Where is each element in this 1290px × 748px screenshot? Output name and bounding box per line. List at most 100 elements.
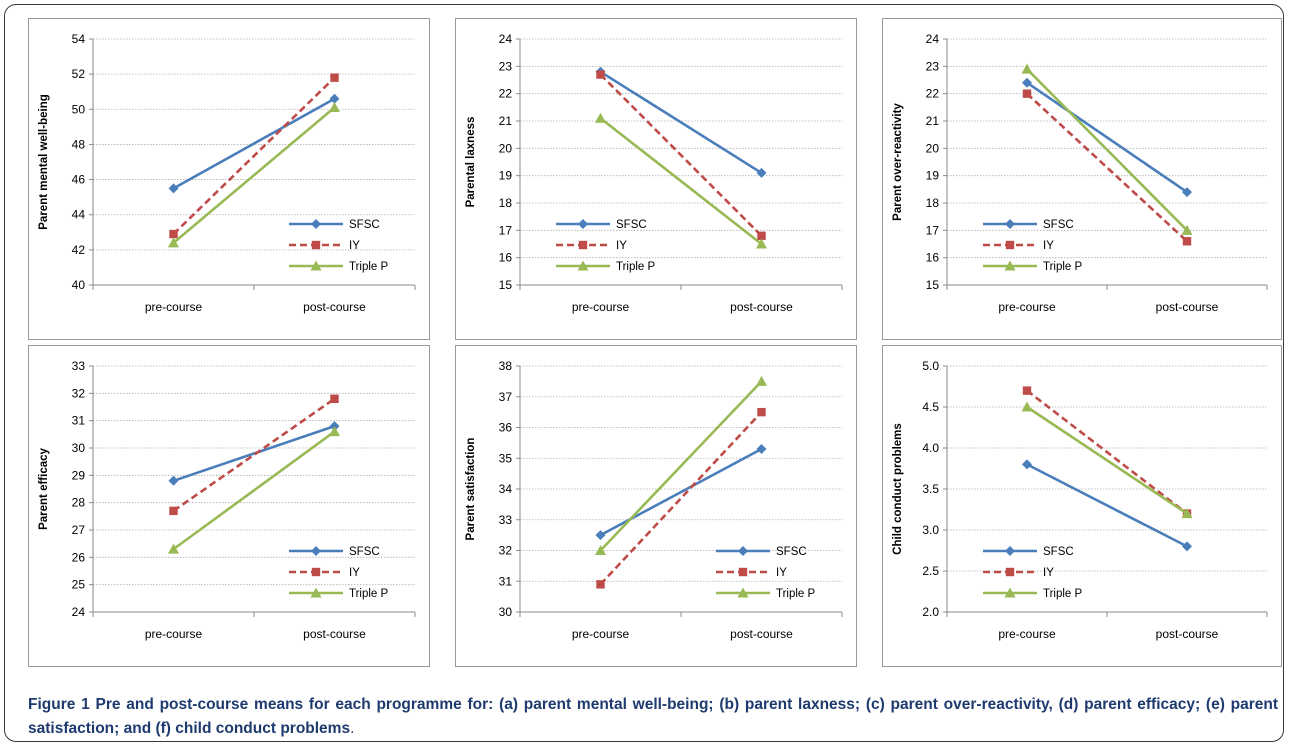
legend-marker-iy <box>578 240 588 250</box>
y-tick-label: 16 <box>926 251 940 265</box>
series-triple-p <box>595 375 767 555</box>
legend-label-triple-p: Triple P <box>616 261 656 273</box>
data-point-sfsc <box>756 167 767 178</box>
series-sfsc <box>168 421 340 486</box>
data-point-sfsc <box>595 530 606 541</box>
series-line-iy <box>599 411 763 586</box>
chart-svg-mental-wellbeing: 40 42 44 46 48 50 52 54 pre-course post-course Par… <box>38 32 416 314</box>
data-point-triple-p <box>756 375 767 386</box>
y-tick-label: 42 <box>72 243 86 257</box>
figure-frame <box>4 4 1284 742</box>
legend: SFSC IY Triple P <box>556 219 656 273</box>
caption-text: Pre and post-course means for each progr… <box>28 696 1278 737</box>
legend-marker-triple-p <box>577 260 589 271</box>
series-sfsc <box>1022 459 1192 552</box>
chart-panel-laxness: 15 16 17 18 19 20 21 22 23 24 pre-course post-cours… <box>455 18 857 340</box>
data-point-triple-p <box>1181 224 1193 235</box>
data-point-triple-p <box>756 238 767 249</box>
chart-svg-laxness: 15 16 17 18 19 20 21 22 23 24 pre-course post-cours… <box>465 32 843 314</box>
legend-label-triple-p: Triple P <box>776 588 816 600</box>
y-tick-label: 18 <box>499 196 513 210</box>
data-point-iy <box>757 407 766 417</box>
y-tick-label: 3.5 <box>922 482 939 496</box>
y-axis-label: Parent mental well-being <box>38 94 50 229</box>
y-tick-label: 23 <box>499 59 513 73</box>
x-tick-label-post-course: post-course <box>303 300 366 314</box>
data-point-iy <box>1182 237 1192 246</box>
chart-panel-satisfaction: 30 31 32 33 34 35 36 37 38 pre-course post-course P… <box>455 345 857 667</box>
chart-panel-conduct-problems: 2.0 2.5 3.0 3.5 4.0 4.5 5.0 pre-course post-cour… <box>882 345 1282 667</box>
legend-marker-triple-p <box>310 260 322 271</box>
chart-panel-efficacy: 24 25 26 27 28 29 30 31 32 33 pre-course post-cours… <box>28 345 430 667</box>
y-tick-label: 4.5 <box>922 400 939 414</box>
series-iy <box>1022 89 1192 246</box>
y-tick-label: 20 <box>499 141 513 155</box>
series-line-triple-p <box>599 117 763 246</box>
series-sfsc <box>595 444 767 541</box>
y-tick-label: 17 <box>499 223 513 237</box>
y-tick-label: 18 <box>926 196 940 210</box>
data-point-iy <box>596 70 605 79</box>
data-point-sfsc <box>756 444 767 455</box>
x-tick-label-pre-course: pre-course <box>572 627 630 641</box>
legend-marker-iy <box>1005 567 1015 577</box>
y-tick-label: 52 <box>72 67 86 81</box>
data-point-triple-p <box>168 237 179 248</box>
y-tick-label: 54 <box>72 32 86 46</box>
y-tick-label: 29 <box>72 468 86 482</box>
legend-label-sfsc: SFSC <box>349 219 380 231</box>
series-line-triple-p <box>1026 68 1188 232</box>
y-tick-label: 33 <box>499 513 513 527</box>
legend-marker-iy <box>738 567 748 577</box>
series-triple-p <box>1021 401 1193 519</box>
data-point-iy <box>169 506 178 516</box>
legend: SFSC IY Triple P <box>716 546 816 600</box>
series-line-iy <box>172 76 336 235</box>
data-point-iy <box>757 231 766 240</box>
x-tick-label-post-course: post-course <box>730 627 793 641</box>
data-point-sfsc <box>1182 187 1192 198</box>
legend-label-triple-p: Triple P <box>1043 261 1083 273</box>
series-line-sfsc <box>173 424 335 483</box>
y-tick-label: 4.0 <box>922 441 939 455</box>
legend-marker-sfsc <box>738 546 748 556</box>
data-point-triple-p <box>595 545 606 555</box>
legend-label-triple-p: Triple P <box>349 261 389 273</box>
legend: SFSC IY Triple P <box>983 219 1083 273</box>
legend-label-iy: IY <box>616 240 627 252</box>
legend-marker-sfsc <box>311 546 321 556</box>
legend-label-sfsc: SFSC <box>1043 546 1074 558</box>
y-tick-label: 28 <box>72 496 86 510</box>
series-triple-p <box>168 102 340 248</box>
y-tick-label: 31 <box>72 414 86 428</box>
data-point-sfsc <box>329 93 340 104</box>
data-point-triple-p <box>329 426 340 437</box>
data-point-sfsc <box>168 475 179 486</box>
legend: SFSC IY Triple P <box>983 546 1083 600</box>
y-tick-label: 15 <box>926 278 940 292</box>
caption-label: Figure 1 <box>28 696 90 713</box>
data-point-triple-p <box>1021 63 1033 74</box>
y-tick-label: 21 <box>499 114 513 128</box>
legend-marker-sfsc <box>311 219 321 229</box>
y-tick-label: 17 <box>926 223 940 237</box>
y-tick-label: 37 <box>499 390 513 404</box>
data-point-triple-p <box>595 112 606 123</box>
legend-marker-triple-p <box>1004 587 1016 598</box>
y-tick-label: 2.0 <box>922 605 939 619</box>
legend-label-iy: IY <box>349 567 360 579</box>
y-tick-label: 20 <box>926 141 940 155</box>
legend-marker-sfsc <box>578 219 588 229</box>
y-tick-label: 24 <box>926 32 940 46</box>
figure-caption: Figure 1 Pre and post-course means for e… <box>28 693 1278 741</box>
chart-svg-conduct-problems: 2.0 2.5 3.0 3.5 4.0 4.5 5.0 pre-course post-cour… <box>892 359 1268 641</box>
legend-label-iy: IY <box>776 567 787 579</box>
data-point-iy <box>1022 89 1032 98</box>
data-point-triple-p <box>168 543 179 554</box>
x-tick-label-pre-course: pre-course <box>572 300 630 314</box>
series-line-sfsc <box>1026 463 1188 548</box>
data-point-iy <box>596 580 605 589</box>
series-line-triple-p <box>599 380 763 552</box>
data-point-iy <box>330 394 339 403</box>
legend: SFSC IY Triple P <box>289 219 389 273</box>
